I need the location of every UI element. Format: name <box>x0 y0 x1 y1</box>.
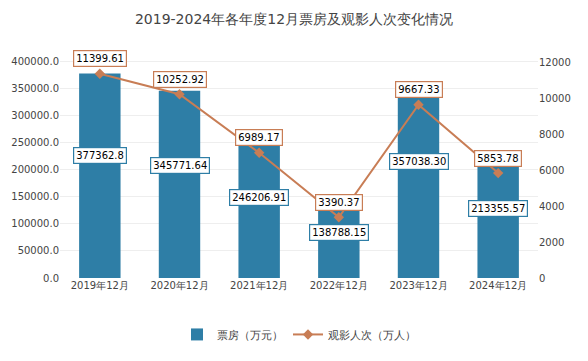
svg-text:0.0: 0.0 <box>43 273 59 284</box>
svg-text:票房（万元）: 票房（万元） <box>217 329 283 342</box>
svg-text:250000.0: 250000.0 <box>11 137 59 148</box>
svg-text:2000: 2000 <box>539 237 564 248</box>
svg-text:10000: 10000 <box>539 93 571 104</box>
svg-text:5853.78: 5853.78 <box>477 153 518 164</box>
svg-text:2024年12月: 2024年12月 <box>469 280 527 291</box>
svg-text:6000: 6000 <box>539 165 564 176</box>
svg-text:2023年12月: 2023年12月 <box>389 280 447 291</box>
svg-text:138788.15: 138788.15 <box>312 227 366 238</box>
svg-text:300000.0: 300000.0 <box>11 110 59 121</box>
svg-text:3390.37: 3390.37 <box>318 197 359 208</box>
svg-text:12000: 12000 <box>539 57 571 68</box>
svg-text:100000.0: 100000.0 <box>11 218 59 229</box>
svg-text:50000.0: 50000.0 <box>18 245 59 256</box>
svg-text:2021年12月: 2021年12月 <box>230 280 288 291</box>
svg-text:357038.30: 357038.30 <box>392 156 446 167</box>
svg-text:2020年12月: 2020年12月 <box>150 280 208 291</box>
svg-text:9667.33: 9667.33 <box>398 84 439 95</box>
svg-text:10252.92: 10252.92 <box>156 74 204 85</box>
svg-text:0: 0 <box>539 273 545 284</box>
svg-text:6989.17: 6989.17 <box>238 132 279 143</box>
svg-text:2022年12月: 2022年12月 <box>310 280 368 291</box>
svg-text:8000: 8000 <box>539 129 564 140</box>
svg-text:246206.91: 246206.91 <box>232 192 286 203</box>
svg-text:4000: 4000 <box>539 201 564 212</box>
svg-text:200000.0: 200000.0 <box>11 164 59 175</box>
svg-text:350000.0: 350000.0 <box>11 83 59 94</box>
svg-text:345771.64: 345771.64 <box>153 160 207 171</box>
svg-text:400000.0: 400000.0 <box>11 56 59 67</box>
svg-text:213355.57: 213355.57 <box>471 203 525 214</box>
svg-text:377362.8: 377362.8 <box>76 150 124 161</box>
svg-text:2019年12月: 2019年12月 <box>71 280 129 291</box>
svg-text:2019-2024年各年度12月票房及观影人次变化情况: 2019-2024年各年度12月票房及观影人次变化情况 <box>135 11 453 27</box>
svg-text:观影人次（万人）: 观影人次（万人） <box>328 329 416 342</box>
svg-text:11399.61: 11399.61 <box>76 53 124 64</box>
svg-text:150000.0: 150000.0 <box>11 191 59 202</box>
